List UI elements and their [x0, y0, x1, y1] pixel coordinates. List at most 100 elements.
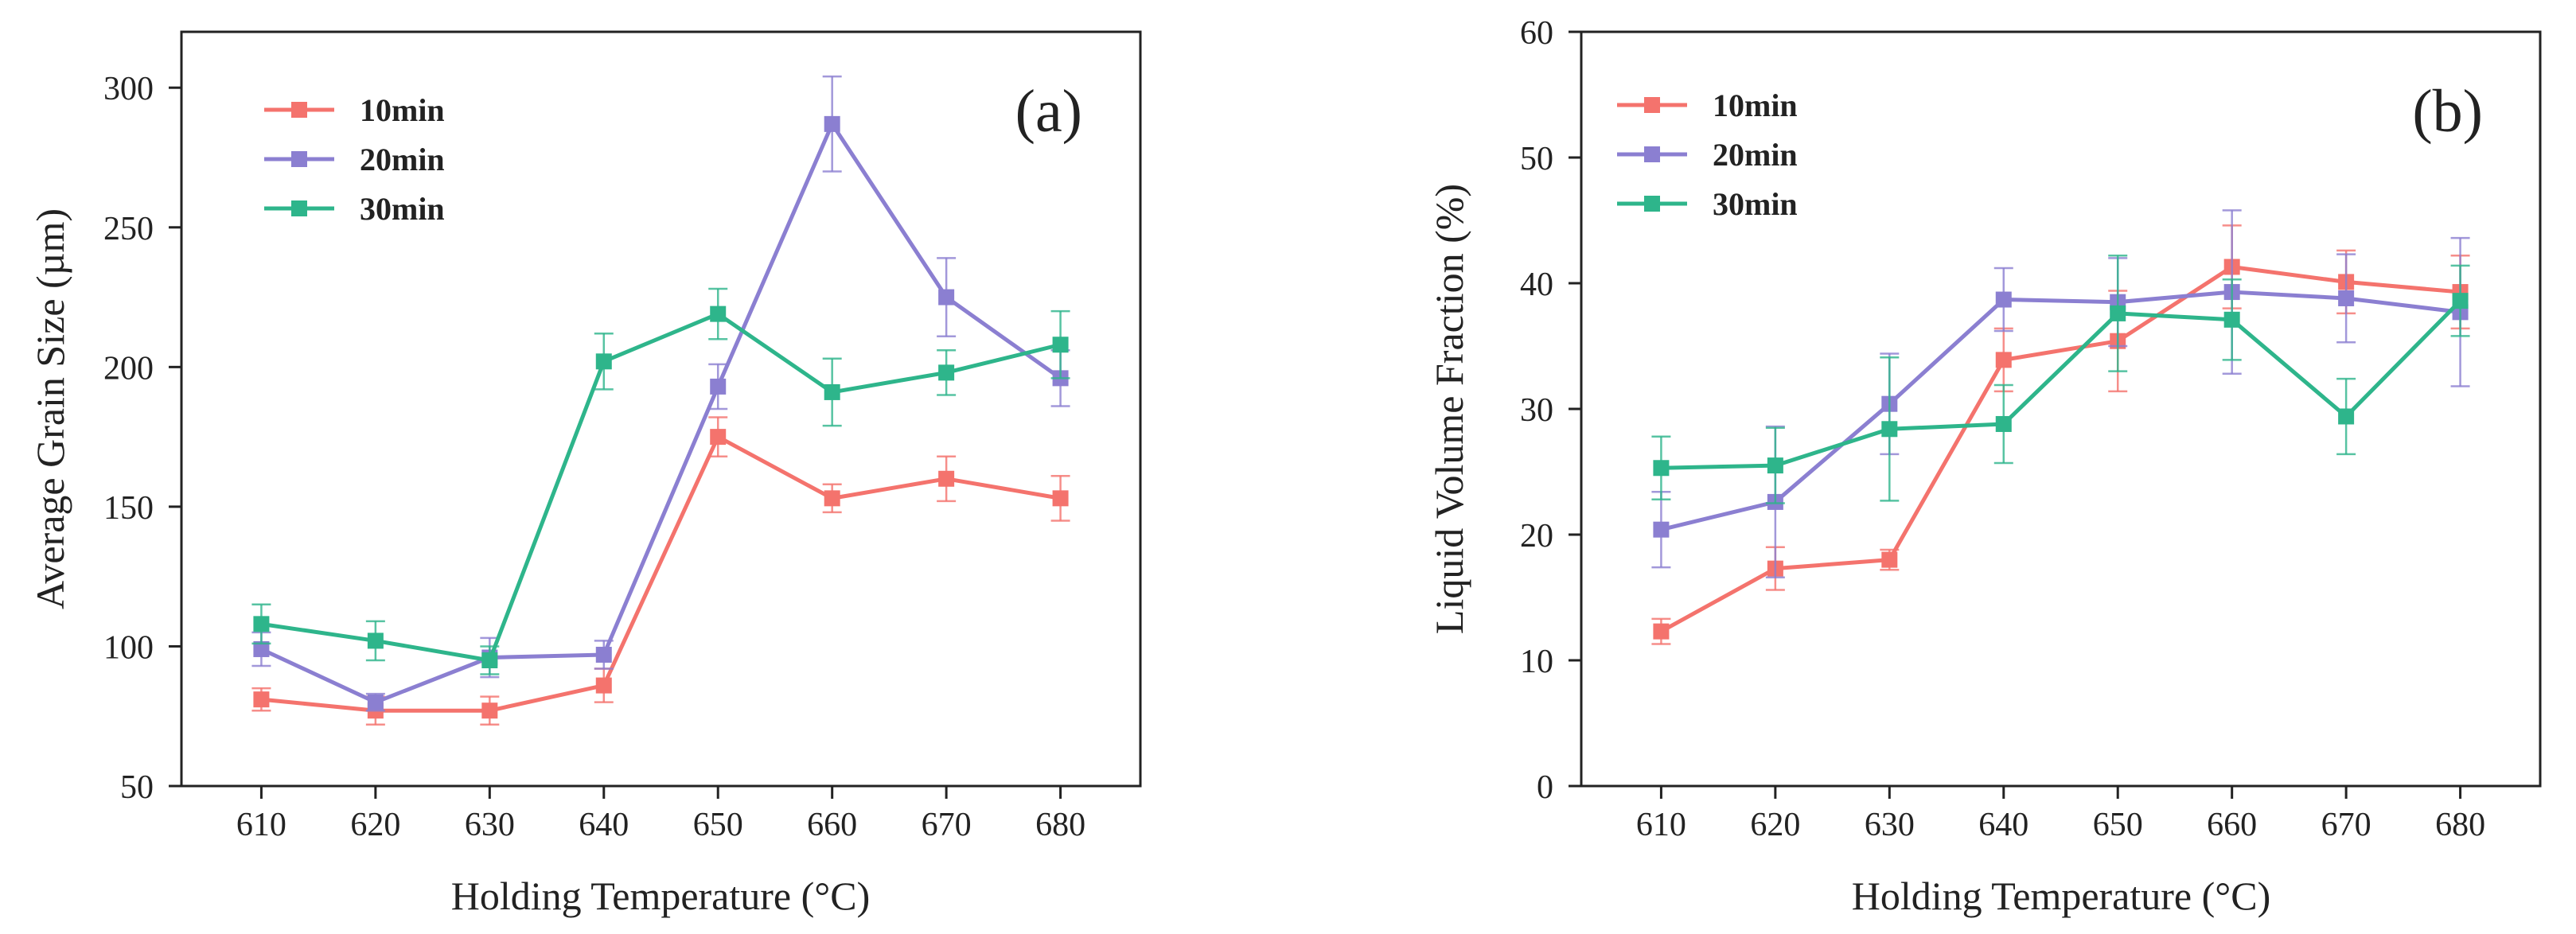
panel-a-y-tick-label: 50: [120, 769, 154, 806]
panel-a-y-tick-label: 100: [103, 629, 154, 666]
panel-a-legend-marker: [291, 102, 307, 118]
panel-a-series-10min-point: [938, 470, 955, 487]
panel-b-legend-item-10min: 10min: [1617, 88, 1798, 123]
panel-a-series-20min-point: [253, 640, 270, 657]
panel-a-series-30min-point: [710, 305, 727, 322]
panel-b-series-30min-point: [2338, 408, 2355, 425]
panel-a-series-20min-point: [938, 289, 955, 305]
panel-b-series-10min-point: [1995, 352, 2012, 368]
panel-a-x-tick-label: 640: [579, 807, 629, 843]
panel-a-series-10min-point: [710, 429, 727, 446]
panel-b-legend-marker: [1644, 97, 1660, 113]
panel-b-legend-marker: [1644, 196, 1660, 212]
panel-a-legend-item-30min: 30min: [264, 191, 445, 227]
panel-b-x-tick-label: 650: [2093, 807, 2143, 843]
panel-a-series-10min: [251, 416, 1070, 726]
panel-b-series-30min-point: [1881, 421, 1898, 438]
panel-b-series-30min-point: [1995, 415, 2012, 432]
panel-b-series-10min: [1651, 224, 2470, 645]
panel-a-y-tick-label: 200: [103, 350, 154, 387]
panel-a-axes: 610 620 630 640 650 660 670 680 50 100 150 200 250 30…: [103, 71, 1085, 843]
panel-a-y-axis-title: Average Grain Size (µm): [28, 208, 72, 609]
panel-a-x-tick-label: 610: [236, 807, 286, 843]
panel-b-y-tick-label: 10: [1520, 644, 1553, 680]
panel-a-x-tick-label: 620: [350, 807, 400, 843]
panel-b-y-tick-label: 50: [1520, 141, 1553, 177]
panel-a-legend-label: 30min: [360, 191, 445, 227]
panel-b-x-tick-label: 670: [2321, 807, 2371, 843]
panel-b-legend: 10min 20min 30min: [1617, 88, 1798, 222]
panel-b-legend-marker: [1644, 146, 1660, 162]
panel-a-x-tick-label: 630: [465, 807, 515, 843]
panel-a-series-20min-point: [367, 694, 384, 710]
panel-b-legend-label: 10min: [1713, 88, 1798, 123]
panel-b-legend-label: 30min: [1713, 186, 1798, 222]
panel-a-series-10min-line: [261, 434, 1062, 713]
panel-a-x-tick-label: 670: [922, 807, 972, 843]
panel-a-series-20min-line: [260, 122, 1062, 705]
panel-a-series-20min-point: [824, 115, 840, 132]
panel-b-liquid-fraction-chart: 610 620 630 640 650 660 670 680 0 10 20 30 40 50 60 10…: [1427, 15, 2542, 918]
panel-a-x-tick-label: 680: [1035, 807, 1085, 843]
panel-a-series-30min: [251, 287, 1070, 675]
panel-a-series-20min-point: [710, 378, 727, 395]
panel-a-series-10min-point: [253, 691, 270, 708]
panel-b-series-20min-point: [1653, 521, 1670, 538]
panel-a-legend-marker: [291, 151, 307, 167]
panel-b-series-30min-point: [1653, 460, 1670, 477]
panel-a-series-30min-point: [595, 353, 612, 370]
panel-b-y-tick-label: 20: [1520, 518, 1553, 555]
panel-b-legend-label: 20min: [1713, 137, 1798, 173]
panel-a-series-30min-line: [261, 312, 1062, 663]
panel-b-x-tick-label: 620: [1750, 807, 1800, 843]
panel-b-series-20min-point: [2338, 290, 2355, 306]
panel-b-series-30min-point: [2452, 293, 2469, 309]
panel-a-series-10min-point: [595, 677, 612, 694]
panel-a-series-30min-point: [938, 364, 955, 381]
panel-b-series-30min-point: [1767, 457, 1783, 474]
panel-b-x-tick-label: 680: [2435, 807, 2485, 843]
panel-b-series-30min-point: [2110, 305, 2126, 321]
panel-b-series-20min-point: [1995, 291, 2012, 308]
panel-b-axes: 610 620 630 640 650 660 670 680 0 10 20 30 40 50 60: [1520, 15, 2485, 843]
panel-a-y-tick-label: 300: [103, 71, 154, 107]
panel-b-y-tick-label: 40: [1520, 267, 1553, 303]
panel-a-legend: 10min 20min 30min: [264, 92, 445, 227]
panel-b-y-axis-title: Liquid Volume Fraction (%): [1427, 184, 1471, 634]
panel-b-y-tick-label: 30: [1520, 392, 1553, 429]
panel-a-plot-frame: [180, 30, 1142, 788]
panel-b-y-tick-label: 60: [1520, 15, 1553, 52]
panel-a-series-20min-point: [595, 646, 612, 663]
panel-a-series-30min-point: [1052, 337, 1069, 353]
panel-a-series-10min-point: [481, 702, 498, 719]
panel-a-y-tick-label: 250: [103, 211, 154, 247]
panel-a-legend-item-10min: 10min: [264, 92, 445, 128]
panel-b-x-tick-label: 640: [1978, 807, 2028, 843]
panel-b-x-tick-label: 610: [1636, 807, 1686, 843]
panel-b-legend-item-20min: 20min: [1617, 137, 1798, 173]
panel-a-legend-label: 20min: [360, 142, 445, 177]
panel-a-series-10min-point: [1052, 490, 1069, 507]
panel-a-legend-label: 10min: [360, 92, 445, 128]
panel-a-series-30min-point: [253, 616, 270, 632]
panel-a-series-30min-point: [367, 632, 384, 649]
panel-b-y-tick-label: 0: [1537, 769, 1553, 806]
panel-b-label: (b): [2412, 78, 2483, 145]
panel-a-grain-size-chart: 610 620 630 640 650 660 670 680 50 100 150 200 250 30…: [28, 30, 1142, 918]
panel-a-legend-item-20min: 20min: [264, 142, 445, 177]
panel-b-series-30min-line: [1661, 299, 2462, 470]
panel-b-series-20min-line: [1660, 290, 2461, 532]
panel-b-x-tick-label: 660: [2207, 807, 2257, 843]
panel-a-x-tick-label: 660: [807, 807, 857, 843]
panel-a-x-axis-title: Holding Temperature (°C): [451, 874, 871, 918]
panel-b-series-30min-point: [2223, 311, 2240, 328]
panel-a-series-10min-point: [824, 490, 840, 507]
panel-b-x-axis-title: Holding Temperature (°C): [1852, 874, 2271, 918]
panel-a-legend-marker: [291, 200, 307, 216]
panel-a-x-tick-label: 650: [693, 807, 743, 843]
panel-b-legend-item-30min: 30min: [1617, 186, 1798, 222]
panel-a-series-30min-point: [481, 652, 498, 668]
panel-a-series-30min-point: [824, 383, 840, 400]
panel-a-label: (a): [1015, 78, 1082, 145]
